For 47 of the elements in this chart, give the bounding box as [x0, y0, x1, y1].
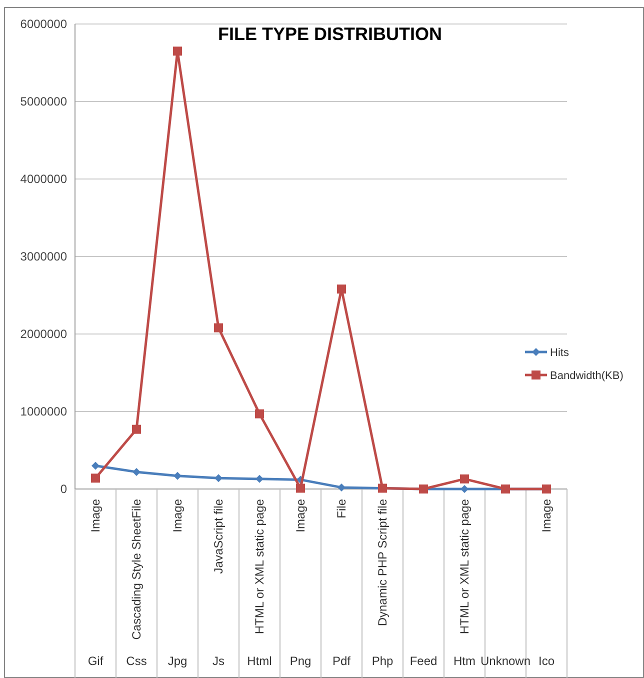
point [214, 323, 223, 332]
text: Html [247, 654, 272, 668]
x-tick-label: Dynamic PHP Script file [376, 498, 390, 626]
text: Js [212, 654, 224, 668]
text: Htm [454, 654, 476, 668]
text: Css [126, 654, 147, 668]
text: Feed [410, 654, 438, 668]
x-tick-label: Cascading Style SheetFile [130, 498, 144, 640]
x-tick-label: Image [88, 498, 102, 532]
x-tick-label: JavaScript file [212, 498, 226, 574]
x-tick-label: HTML or XML static page [252, 498, 266, 634]
y-tick-label: 0 [60, 482, 68, 496]
point [460, 474, 469, 484]
point [256, 474, 264, 483]
x-tick-label: Image [540, 498, 554, 532]
y-tick-label: 2000000 [20, 327, 68, 342]
y-tick-label: 5000000 [20, 94, 68, 109]
point [460, 485, 468, 493]
y-tick-label: 1000000 [20, 404, 68, 419]
point [296, 484, 305, 493]
point [173, 46, 182, 56]
y-tick-label: 6000000 [20, 17, 68, 32]
point [338, 483, 346, 492]
point [92, 462, 100, 470]
point [337, 284, 346, 294]
text: Png [290, 654, 312, 668]
point [214, 474, 222, 482]
text: Ico [538, 654, 555, 668]
point [132, 424, 141, 434]
point [132, 468, 140, 476]
legend-label: Bandwidth(KB) [550, 370, 624, 382]
text: Gif [88, 654, 104, 668]
x-tick-label: HTML or XML static page [458, 498, 472, 634]
y-tick-label: 3000000 [20, 250, 68, 264]
text: Jpg [168, 654, 188, 668]
point [174, 472, 182, 480]
point [255, 409, 264, 418]
text: Unknown [480, 654, 531, 668]
y-tick-label: 4000000 [20, 172, 68, 186]
x-tick-label: Image [170, 498, 184, 532]
text: Php [372, 654, 394, 668]
point [91, 474, 100, 483]
text: Pdf [332, 654, 352, 668]
chart-title: FILE TYPE DISTRIBUTION [218, 24, 442, 44]
x-tick-label: File [334, 498, 348, 518]
legend-label: Hits [550, 346, 570, 359]
x-tick-label: Image [294, 498, 308, 532]
